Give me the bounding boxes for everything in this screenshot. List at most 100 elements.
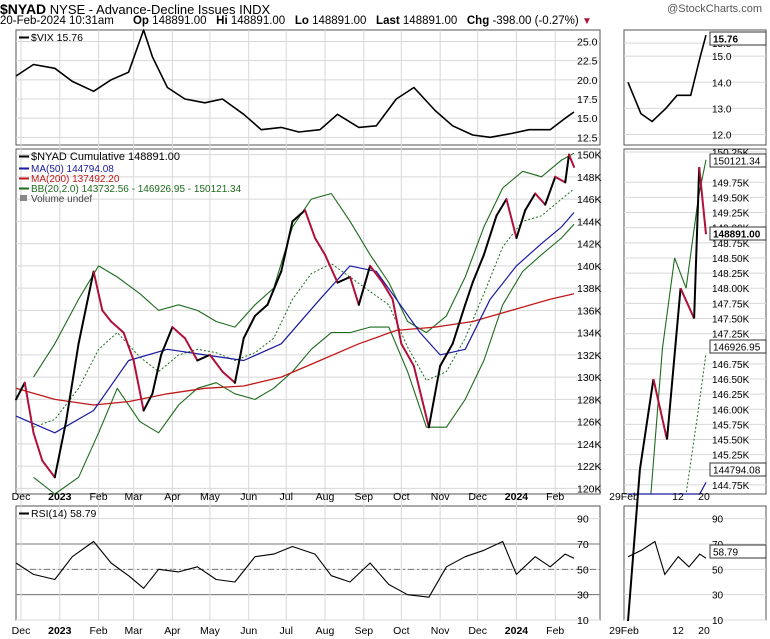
vix-zoom-tick-label: 14.0 bbox=[712, 78, 732, 89]
vix-last-badge-box bbox=[709, 31, 767, 46]
zoom-frame-2 bbox=[623, 505, 767, 621]
main-zoom-tick-label: 148.50K bbox=[712, 254, 750, 265]
ma200-legend: MA(200) 137492.20 bbox=[31, 174, 120, 185]
nyad-segment bbox=[160, 326, 174, 356]
main-zoom-tick-label: 148.75K bbox=[712, 239, 750, 250]
x-tick-label: Apr bbox=[164, 491, 181, 503]
main-tick-label: 146K bbox=[577, 194, 602, 206]
main-zoom-tick-label: 145.25K bbox=[712, 451, 750, 462]
rsi-zoom-tick-label: 30 bbox=[712, 591, 724, 602]
nyad-segment bbox=[515, 209, 527, 240]
volume-legend-swatch bbox=[20, 195, 27, 201]
main-tick-label: 138K bbox=[577, 283, 602, 295]
bb-upper-line bbox=[33, 152, 575, 378]
x-tick-label: Aug bbox=[316, 491, 335, 503]
zoom-x-tick-label-bottom: 12 bbox=[672, 625, 684, 637]
vix-zoom-tick-label: 12.0 bbox=[712, 131, 732, 142]
nyad-segment bbox=[336, 275, 352, 284]
rsi-line bbox=[15, 540, 575, 598]
x-tick-label-bottom: Feb bbox=[546, 625, 564, 637]
main-tick-label: 134K bbox=[577, 328, 602, 340]
nyad-segment bbox=[314, 237, 327, 256]
main-tick-label: 144K bbox=[577, 216, 602, 228]
rsi-tick-label: 90 bbox=[577, 514, 589, 526]
nyad-zoom-segment bbox=[638, 378, 655, 470]
nyad-zoom-segment bbox=[652, 378, 668, 440]
zoom-x-tick-label-bottom: 20 bbox=[698, 625, 710, 637]
nyad-segment bbox=[132, 359, 145, 412]
main-zoom-tick-label: 145.50K bbox=[712, 436, 750, 447]
x-tick-label-bottom: 2023 bbox=[48, 625, 72, 637]
nyad-segment bbox=[233, 337, 245, 384]
nyad-segment bbox=[357, 264, 372, 306]
ma50-badge: 144794.08 bbox=[713, 466, 761, 477]
symbol-description: NYSE - Advance-Decline Issues bbox=[49, 2, 236, 17]
zoom-frame-0 bbox=[623, 29, 767, 146]
x-tick-label-bottom: Apr bbox=[164, 625, 181, 637]
chart-title-row: $NYAD NYSE - Advance-Decline Issues INDX… bbox=[0, 1, 770, 17]
nyad-last-badge-box bbox=[709, 226, 767, 241]
x-tick-label-bottom: 2024 bbox=[505, 625, 529, 637]
nyad-segment bbox=[291, 209, 307, 223]
nyad-segment bbox=[412, 365, 430, 429]
main-zoom-tick-label: 146.50K bbox=[712, 375, 750, 386]
nyad-segment bbox=[92, 270, 104, 312]
main-tick-label: 142K bbox=[577, 239, 602, 251]
main-zoom-tick-label: 146.00K bbox=[712, 405, 750, 416]
ma50-legend: MA(50) 144794.08 bbox=[31, 164, 114, 175]
main-zoom-tick-label: 146.75K bbox=[712, 360, 750, 371]
main-zoom-tick-label: 149.50K bbox=[712, 193, 750, 204]
nyad-segment bbox=[101, 309, 113, 323]
x-tick-label: Feb bbox=[90, 491, 108, 503]
nyad-segment bbox=[266, 270, 283, 306]
main-zoom-tick-label: 147.25K bbox=[712, 330, 750, 341]
main-zoom-tick-label: 148.00K bbox=[712, 284, 750, 295]
nyad-segment bbox=[65, 342, 80, 423]
nyad-segment bbox=[369, 264, 384, 284]
x-tick-label: Dec bbox=[468, 491, 487, 503]
x-tick-label-bottom: May bbox=[200, 625, 221, 637]
x-tick-label: Jun bbox=[240, 491, 257, 503]
nyad-segment bbox=[77, 270, 95, 345]
nyad-segment bbox=[304, 209, 317, 240]
nyad-segment bbox=[349, 275, 360, 306]
nyad-segment bbox=[242, 314, 256, 340]
zoom-x-tick-label: 12 bbox=[672, 491, 684, 503]
main-zoom-tick-label: 149.75K bbox=[712, 178, 750, 189]
nyad-segment bbox=[142, 392, 154, 412]
legends: $VIX 15.76 $NYAD Cumulative 148891.00MA(5… bbox=[19, 32, 242, 520]
nyad-zoom-segment bbox=[627, 469, 641, 622]
rsi-legend: RSI(14) 58.79 bbox=[31, 508, 97, 520]
main-tick-label: 130K bbox=[577, 372, 602, 384]
nyad-segment bbox=[41, 459, 56, 479]
nyad-segment bbox=[253, 303, 269, 317]
bb-lower-line bbox=[33, 223, 575, 495]
nyad-segment bbox=[482, 214, 498, 256]
vix-tick-label: 22.5 bbox=[577, 56, 598, 68]
nyad-segment bbox=[53, 420, 68, 479]
bb-upper-zoom-line bbox=[628, 159, 707, 495]
rsi-last-badge-box bbox=[709, 544, 767, 559]
nyad-zoom-segment bbox=[698, 167, 707, 235]
high-value: 148891.00 bbox=[230, 15, 286, 27]
bb-mid-badge: 146926.95 bbox=[713, 343, 761, 354]
main-tick-label: 150K bbox=[577, 150, 602, 162]
main-zoom-tick-label: 147.75K bbox=[712, 299, 750, 310]
nyad-segment bbox=[122, 331, 135, 362]
nyad-zoom-segment bbox=[679, 287, 696, 319]
main-zoom-tick-label: 145.75K bbox=[712, 420, 750, 431]
rsi-tick-label: 30 bbox=[577, 590, 589, 602]
nyad-segment bbox=[451, 303, 467, 345]
zoom-x-tick-label: 20 bbox=[698, 491, 710, 503]
bb-upper-badge: 150121.34 bbox=[713, 157, 761, 168]
x-tick-label-bottom: Mar bbox=[125, 625, 144, 637]
main-tick-label: 148K bbox=[577, 172, 602, 184]
bb-mid-line bbox=[33, 188, 575, 428]
vix-tick-label: 17.5 bbox=[577, 94, 598, 106]
nyad-segment bbox=[23, 381, 35, 434]
nyad-legend: $NYAD Cumulative 148891.00 bbox=[31, 151, 180, 163]
low-label: Lo bbox=[294, 15, 309, 27]
vix-last-badge: 15.76 bbox=[713, 35, 738, 46]
x-tick-label-bottom: Sep bbox=[354, 625, 373, 637]
